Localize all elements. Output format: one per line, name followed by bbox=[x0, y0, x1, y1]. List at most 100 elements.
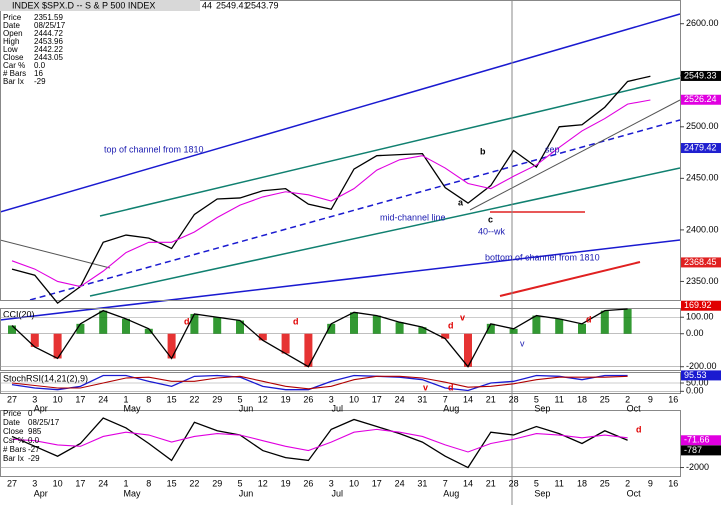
cci-bar bbox=[8, 325, 16, 334]
osc-frame bbox=[0, 410, 681, 477]
value-flag bbox=[681, 435, 721, 446]
x-tick-label: 18 bbox=[577, 478, 587, 488]
info-label: Low bbox=[3, 45, 18, 54]
value-flag-label: 2479.42 bbox=[684, 142, 717, 152]
x-tick-label: 17 bbox=[372, 394, 382, 404]
x-tick-label: 28 bbox=[509, 478, 519, 488]
month-label: Aug bbox=[443, 403, 459, 413]
trend-line bbox=[469, 99, 681, 211]
x-tick-label: 27 bbox=[7, 394, 17, 404]
month-label: Oct bbox=[627, 403, 642, 413]
y-tick-label: 0.00 bbox=[686, 328, 704, 338]
annotation: d bbox=[448, 382, 454, 392]
x-tick-label: 5 bbox=[534, 478, 539, 488]
annotation: c bbox=[488, 214, 493, 224]
month-label: Sep bbox=[534, 488, 550, 498]
cci-bar bbox=[532, 315, 541, 334]
info-value: 2444.72 bbox=[34, 29, 63, 38]
month-label: Apr bbox=[34, 488, 48, 498]
annotation: d bbox=[636, 424, 642, 434]
cci-bar bbox=[418, 327, 427, 334]
x-tick-label: 24 bbox=[395, 394, 405, 404]
x-tick-label: 17 bbox=[372, 478, 382, 488]
x-tick-label: 29 bbox=[212, 478, 222, 488]
info-value: 0.0 bbox=[28, 436, 40, 445]
cci-bar bbox=[600, 310, 609, 334]
x-tick-label: 17 bbox=[75, 394, 85, 404]
series-line bbox=[11, 428, 628, 453]
info-label: Date bbox=[3, 418, 20, 427]
x-tick-label: 28 bbox=[509, 394, 519, 404]
x-tick-label: 25 bbox=[600, 394, 610, 404]
x-tick-label: 3 bbox=[329, 394, 334, 404]
x-tick-label: 12 bbox=[258, 478, 268, 488]
info-label: # Bars bbox=[3, 445, 26, 454]
x-tick-label: 1 bbox=[123, 394, 128, 404]
annotation: d bbox=[448, 320, 454, 330]
mid-channel bbox=[29, 119, 681, 301]
info-label: Car % bbox=[3, 61, 25, 70]
info-label: Price bbox=[3, 13, 22, 22]
x-tick-label: 19 bbox=[281, 394, 291, 404]
x-tick-label: 2 bbox=[625, 478, 630, 488]
value-flag bbox=[681, 143, 721, 154]
toolbar-field: 2543.79 bbox=[246, 0, 279, 10]
cci-bar bbox=[144, 328, 153, 334]
cci-bar bbox=[304, 333, 313, 367]
info-value: -29 bbox=[28, 454, 40, 463]
x-tick-label: 7 bbox=[443, 394, 448, 404]
info-value: 16 bbox=[34, 69, 43, 78]
series-line bbox=[11, 308, 628, 368]
info-value: 0 bbox=[28, 409, 33, 418]
info-value: 2453.96 bbox=[34, 37, 63, 46]
annotation: d bbox=[586, 314, 592, 324]
cci-bar bbox=[372, 315, 381, 334]
y-tick-label: -2000 bbox=[686, 462, 709, 472]
x-tick-label: 22 bbox=[189, 478, 199, 488]
value-flag-label: -71.66 bbox=[684, 435, 710, 445]
x-tick-label: 5 bbox=[237, 478, 242, 488]
panel-title: CCI(20) bbox=[3, 309, 35, 319]
info-value: 2351.59 bbox=[34, 13, 63, 22]
x-tick-label: 10 bbox=[349, 394, 359, 404]
x-tick-label: 22 bbox=[189, 394, 199, 404]
info-value: 985 bbox=[28, 427, 42, 436]
x-tick-label: 1 bbox=[123, 478, 128, 488]
info-value: 2442.22 bbox=[34, 45, 63, 54]
x-tick-label: 26 bbox=[303, 394, 313, 404]
y-tick-label: 100.00 bbox=[686, 312, 714, 322]
x-tick-label: 10 bbox=[53, 478, 63, 488]
cci-bar bbox=[30, 333, 39, 347]
annotation: v bbox=[520, 338, 525, 348]
cci-bar bbox=[578, 323, 586, 334]
annotation: d bbox=[293, 316, 299, 326]
x-tick-label: 14 bbox=[463, 478, 473, 488]
cci-bar bbox=[441, 333, 450, 339]
annotation: b bbox=[480, 146, 486, 156]
series-line bbox=[11, 375, 628, 390]
annotation: top of channel from 1810 bbox=[104, 144, 204, 154]
value-flag-label: -787 bbox=[684, 445, 702, 455]
x-tick-label: 29 bbox=[212, 394, 222, 404]
cci-bar bbox=[190, 313, 199, 334]
toolbar bbox=[0, 0, 200, 11]
cci-bar bbox=[623, 309, 632, 334]
panel-title: StochRSI(14,21(2),9) bbox=[3, 373, 88, 383]
channels bbox=[0, 0, 681, 505]
info-label: Open bbox=[3, 29, 23, 38]
x-tick-label: 14 bbox=[463, 394, 473, 404]
info-value: -29 bbox=[34, 77, 46, 86]
toolbar-field: 44 bbox=[202, 0, 212, 10]
cci-bar bbox=[350, 312, 358, 334]
x-tick-label: 11 bbox=[555, 478, 564, 488]
month-label: Jul bbox=[331, 488, 343, 498]
annotation: sep bbox=[545, 144, 560, 154]
info-value: 08/25/17 bbox=[28, 418, 60, 427]
y-tick-label: 2350.00 bbox=[686, 276, 719, 286]
x-tick-label: 3 bbox=[329, 478, 334, 488]
y-tick-label: 2500.00 bbox=[686, 121, 719, 131]
value-flag bbox=[681, 300, 721, 311]
info-value: 0.0 bbox=[34, 61, 46, 70]
x-tick-label: 8 bbox=[146, 478, 151, 488]
month-label: Jul bbox=[331, 403, 343, 413]
